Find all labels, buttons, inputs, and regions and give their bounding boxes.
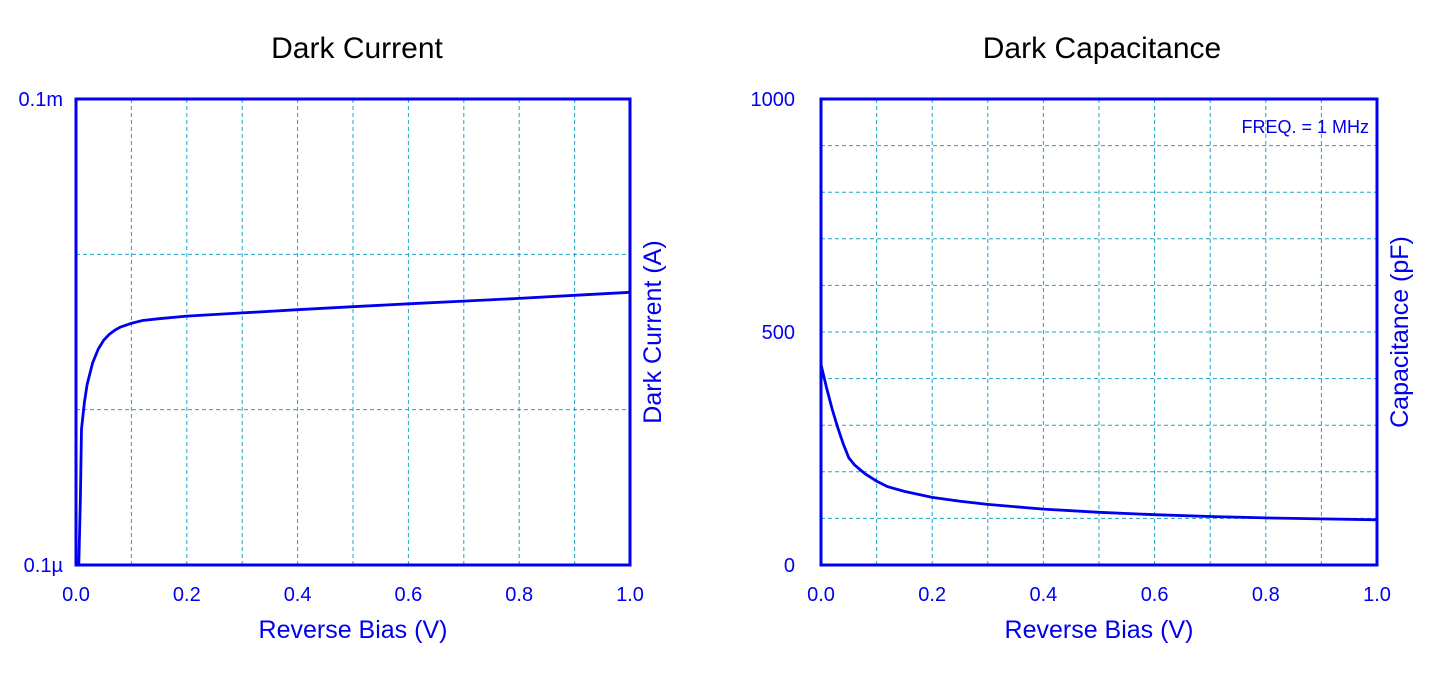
x-tick-label: 0.4 (284, 584, 312, 606)
dark-current-chart: Dark Current 0.0 0.2 0.4 0.6 0.8 1.00.1µ0.1m … (19, 32, 667, 644)
dark-current-title: Dark Current (271, 32, 443, 65)
dark-capacitance-ticks: 0.0 0.2 0.4 0.6 0.8 1.0 0 500 1000 (751, 89, 1391, 606)
dark-current-x-axis-label: Reverse Bias (V) (259, 616, 448, 644)
y-tick-label: 0.1µ (24, 555, 64, 577)
dark-capacitance-y-axis-label: Capacitance (pF) (1386, 236, 1414, 428)
y-tick-label: 0 (784, 555, 795, 577)
x-tick-label: 1.0 (616, 584, 644, 606)
x-tick-label: 0.2 (918, 584, 946, 606)
dark-current-ticks: 0.0 0.2 0.4 0.6 0.8 1.0 0.1µ 0.1m (19, 89, 644, 606)
x-tick-label: 0.0 (62, 584, 90, 606)
x-tick-label: 0.8 (505, 584, 533, 606)
y-tick-label: 0.1m (19, 89, 63, 111)
frequency-annotation: FREQ. = 1 MHz (1241, 117, 1369, 137)
dark-capacitance-chart: Dark Capacitance 0.0 0.2 0.4 0.6 0.8 1.0 0 500 1… (751, 32, 1415, 644)
dark-capacitance-grid (821, 99, 1377, 565)
dark-current-plot-frame (74, 97, 632, 567)
dark-capacitance-plot-frame (819, 97, 1379, 567)
x-tick-label: 0.0 (807, 584, 835, 606)
dark-capacitance-title: Dark Capacitance (983, 32, 1221, 65)
x-tick-label: 0.6 (394, 584, 422, 606)
dark-current-y-axis-label: Dark Current (A) (639, 240, 667, 423)
x-tick-label: 0.8 (1252, 584, 1280, 606)
y-tick-label: 500 (762, 322, 795, 344)
dark-capacitance-series-line (819, 364, 1378, 522)
y-tick-label: 1000 (751, 89, 796, 111)
dark-capacitance-x-axis-label: Reverse Bias (V) (1005, 616, 1194, 644)
x-tick-label: 0.6 (1141, 584, 1169, 606)
dark-current-series-line (76, 290, 631, 567)
x-tick-label: 1.0 (1363, 584, 1391, 606)
x-tick-label: 0.4 (1029, 584, 1057, 606)
x-tick-label: 0.2 (173, 584, 201, 606)
dark-current-grid (76, 99, 630, 565)
